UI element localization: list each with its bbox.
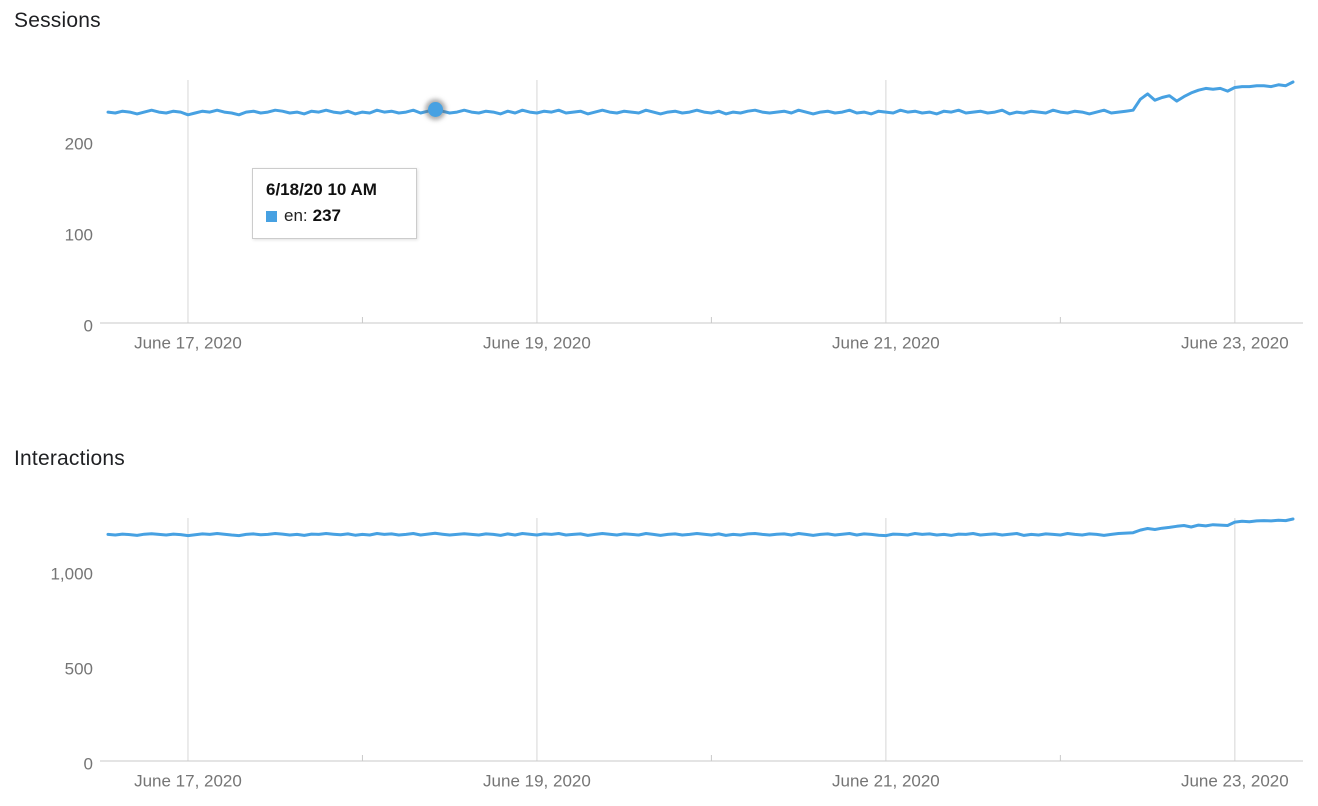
- series-line: [106, 80, 1295, 117]
- interactions-chart-plot[interactable]: 0 500 1,000 June 17, 2020 June 19, 2020 June …: [0, 508, 1318, 806]
- x-axis-label: June 23, 2020: [1181, 771, 1289, 790]
- x-axis-label: June 21, 2020: [832, 333, 940, 352]
- tooltip-series-row: en: 237: [266, 206, 403, 226]
- x-axis-label: June 17, 2020: [134, 333, 242, 352]
- x-axis-label: June 21, 2020: [832, 771, 940, 790]
- y-axis-label: 200: [65, 134, 93, 153]
- y-axis-label: 0: [84, 316, 93, 335]
- tooltip-datetime: 6/18/20 10 AM: [266, 180, 377, 199]
- series-swatch-icon: [266, 210, 277, 222]
- y-axis-label: 500: [65, 659, 93, 678]
- interactions-chart-title: Interactions: [14, 447, 125, 470]
- x-axis-label: June 23, 2020: [1181, 333, 1289, 352]
- y-axis-label: 0: [84, 754, 93, 773]
- chart-tooltip: 6/18/20 10 AM en: 237: [252, 168, 417, 239]
- hovered-data-point: [427, 101, 443, 117]
- x-axis-label: June 17, 2020: [134, 771, 242, 790]
- sessions-chart-title: Sessions: [14, 9, 101, 32]
- tooltip-value: 237: [312, 206, 342, 225]
- sessions-chart-plot[interactable]: 0 100 200 June 17, 2020 June 19, 2020 June 21…: [0, 70, 1318, 370]
- series-line: [106, 517, 1295, 538]
- y-axis-label: 100: [65, 225, 93, 244]
- y-axis-label: 1,000: [50, 564, 93, 583]
- x-axis-label: June 19, 2020: [483, 333, 591, 352]
- tooltip-series-label: en:: [284, 206, 308, 225]
- x-axis-label: June 19, 2020: [483, 771, 591, 790]
